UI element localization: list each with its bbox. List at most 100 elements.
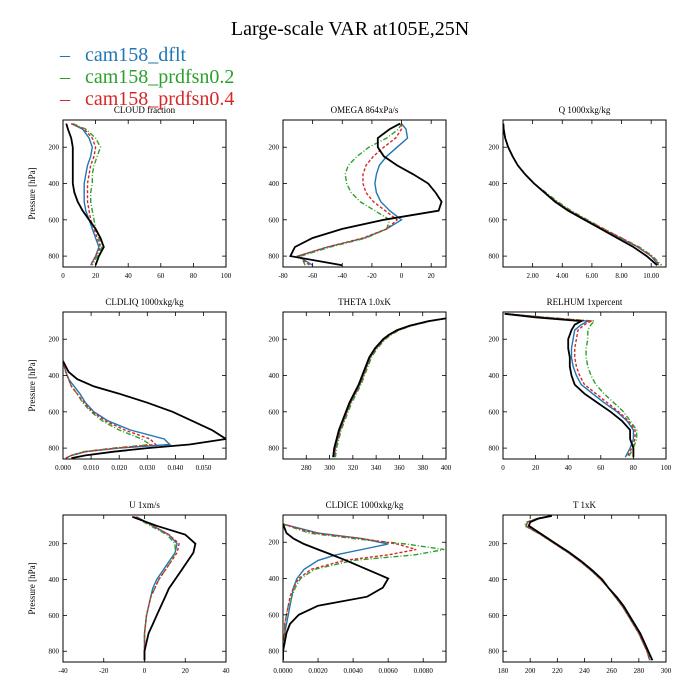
panel-title: CLDLIQ 1000xkg/kg <box>105 297 184 307</box>
legend-label: cam158_prdfsn0.4 <box>85 88 235 110</box>
legend-label: cam158_dflt <box>85 44 187 66</box>
legend-entry-prdfsn04: – cam158_prdfsn0.4 <box>60 88 234 110</box>
panel-8: 0.0000 0.0020 0.0040 0.0060 0.0080 200 400 600 8… <box>269 500 447 675</box>
y-tick-label: 600 <box>49 612 60 620</box>
series-line-dflt <box>506 313 635 458</box>
x-tick-label: 0 <box>501 464 505 472</box>
panel-title: CLDICE 1000xkg/kg <box>326 500 404 510</box>
x-tick-label: 0.050 <box>196 464 212 472</box>
x-tick-label: 0.0020 <box>308 667 328 675</box>
plot-frame <box>62 311 227 460</box>
x-tick-label: 10.00 <box>643 272 659 280</box>
y-tick-label: 600 <box>49 408 60 416</box>
y-tick-label: 600 <box>489 408 500 416</box>
x-tick-label: 280 <box>634 667 645 675</box>
x-tick-label: -40 <box>338 272 348 280</box>
x-tick-label: 80 <box>630 464 638 472</box>
x-tick-label: 20 <box>428 272 436 280</box>
legend-line-marker: – <box>60 44 70 66</box>
x-tick-label: 200 <box>525 667 536 675</box>
series-line-prdfsn0-4 <box>70 122 102 266</box>
x-tick-label: 6.00 <box>586 272 599 280</box>
y-tick-label: 400 <box>49 372 60 380</box>
y-tick-label: 800 <box>269 648 280 656</box>
x-tick-label: 8.00 <box>615 272 628 280</box>
series-line-prdfsn0-4 <box>333 317 446 458</box>
y-tick-label: 800 <box>49 445 60 453</box>
series-line-dflt <box>283 523 389 661</box>
panel-title: CLOUD fraction <box>114 105 176 115</box>
series-line-prdfsn0-2 <box>523 515 652 661</box>
y-tick-label: 800 <box>49 648 60 656</box>
y-tick-label: 800 <box>269 253 280 261</box>
x-tick-label: 100 <box>221 272 232 280</box>
x-tick-label: -80 <box>278 272 288 280</box>
x-tick-label: 20 <box>532 464 540 472</box>
series-line-dflt <box>333 317 446 458</box>
x-tick-label: 0.040 <box>168 464 184 472</box>
series-line-prdfsn0-2 <box>299 123 403 266</box>
series-line-prdfsn0-2 <box>503 123 663 266</box>
y-axis-label: Pressure [hPa] <box>27 167 37 219</box>
panel-3: 2.00 4.00 6.00 8.00 10.00 200 400 600 800 Q 1000x… <box>489 105 667 280</box>
panel-title: T 1xK <box>573 500 597 510</box>
x-tick-label: 0.0080 <box>414 667 434 675</box>
series-line-prdfsn0-4 <box>63 360 158 459</box>
y-tick-label: 800 <box>269 445 280 453</box>
x-tick-label: 60 <box>157 272 165 280</box>
y-tick-label: 600 <box>49 216 60 224</box>
x-tick-label: 40 <box>565 464 573 472</box>
x-tick-label: 340 <box>371 464 382 472</box>
series-line-prdfsn0-4 <box>506 313 636 458</box>
x-tick-label: -60 <box>308 272 318 280</box>
series-line-obs <box>527 515 654 661</box>
panel-4: 0.000 0.010 0.020 0.030 0.040 0.050 200 400 600 8… <box>27 297 227 472</box>
series-line-obs <box>504 312 635 458</box>
y-tick-label: 800 <box>49 253 60 261</box>
legend: – cam158_dflt – cam158_prdfsn0.2 – cam15… <box>60 44 234 110</box>
y-tick-label: 400 <box>269 372 280 380</box>
x-tick-label: 20 <box>182 667 190 675</box>
series-line-prdfsn0-4 <box>296 123 403 266</box>
x-tick-label: 0.010 <box>83 464 99 472</box>
panel-5: 280 300 320 340 360 380 400 200 400 600 800 THETA 1… <box>269 297 452 472</box>
y-tick-label: 200 <box>269 144 280 152</box>
legend-entry-prdfsn02: – cam158_prdfsn0.2 <box>60 66 234 88</box>
panel-6: 0 20 40 60 80 100 200 400 600 800 RELHUM 1xpercent <box>489 297 672 472</box>
series-line-obs <box>332 317 446 458</box>
x-tick-label: 240 <box>579 667 590 675</box>
x-tick-label: 320 <box>348 464 359 472</box>
series-line-dflt <box>70 122 100 266</box>
series-line-obs <box>131 515 197 661</box>
panel-1: 0 20 40 60 80 100 200 400 600 800 CLOUD fraction Pr… <box>27 105 232 280</box>
x-tick-label: 0 <box>61 272 65 280</box>
series-line-obs <box>65 123 105 266</box>
y-tick-label: 400 <box>489 576 500 584</box>
series-line-prdfsn0-2 <box>506 313 638 458</box>
x-tick-label: 260 <box>606 667 617 675</box>
legend-line-marker: – <box>60 88 70 110</box>
panel-title: U 1xm/s <box>129 500 160 510</box>
y-tick-label: 400 <box>49 576 60 584</box>
y-tick-label: 600 <box>269 216 280 224</box>
panel-title: OMEGA 864xPa/s <box>331 105 399 115</box>
x-tick-label: 0 <box>400 272 404 280</box>
x-tick-label: 300 <box>661 667 672 675</box>
y-tick-label: 800 <box>489 253 500 261</box>
x-tick-label: 0 <box>143 667 147 675</box>
series-line-prdfsn0-4 <box>136 516 180 661</box>
series-line-dflt <box>296 123 409 266</box>
x-tick-label: 0.0060 <box>379 667 399 675</box>
x-tick-label: -20 <box>99 667 109 675</box>
series-line-prdfsn0-2 <box>334 317 446 458</box>
x-tick-label: 300 <box>324 464 335 472</box>
series-line-dflt <box>503 123 660 266</box>
series-line-obs <box>503 123 658 266</box>
legend-label: cam158_prdfsn0.2 <box>85 66 235 88</box>
y-tick-label: 800 <box>489 445 500 453</box>
x-tick-label: -40 <box>58 667 68 675</box>
legend-line-marker: – <box>60 66 70 88</box>
y-tick-label: 200 <box>49 144 60 152</box>
